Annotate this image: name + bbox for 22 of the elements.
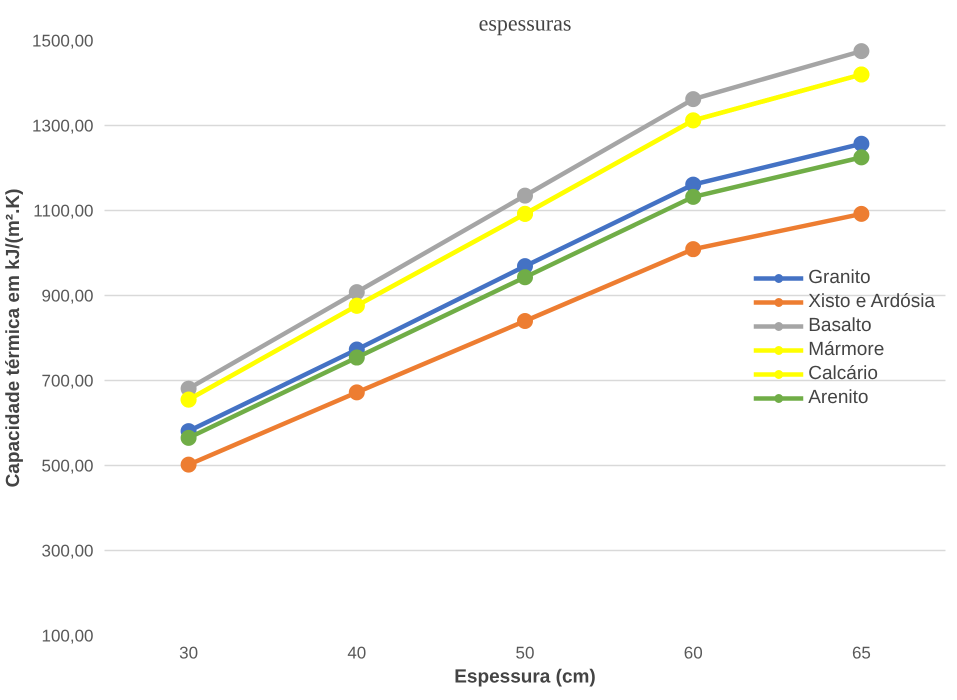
chart-title: espessuras (478, 10, 572, 36)
legend-label: Calcário (808, 362, 878, 384)
y-tick-label: 300,00 (42, 542, 94, 560)
y-tick-label: 500,00 (42, 456, 94, 476)
y-axis-title: Capacidade térmica em kJ/(m².K) (3, 188, 24, 488)
y-tick-label: 1300,00 (32, 116, 94, 136)
y-tick-label: 700,00 (42, 372, 94, 390)
y-tick-label: 1500,00 (32, 32, 94, 50)
x-tick-label: 50 (516, 644, 534, 662)
legend-label: Basalto (808, 314, 872, 336)
y-tick-label: 900,00 (42, 286, 94, 306)
x-tick-label: 65 (852, 644, 871, 662)
x-axis-title: Espessura (cm) (454, 666, 596, 688)
x-tick-label: 60 (684, 644, 703, 662)
legend-label: Mármore (808, 338, 884, 360)
y-tick-label: 100,00 (42, 626, 94, 646)
legend-label: Arenito (808, 386, 868, 408)
legend-label: Granito (808, 266, 871, 288)
x-tick-label: 30 (179, 644, 198, 662)
y-tick-label: 1100,00 (33, 202, 94, 220)
x-tick-label: 40 (347, 644, 366, 662)
legend-label: Xisto e Ardósia (808, 290, 935, 312)
